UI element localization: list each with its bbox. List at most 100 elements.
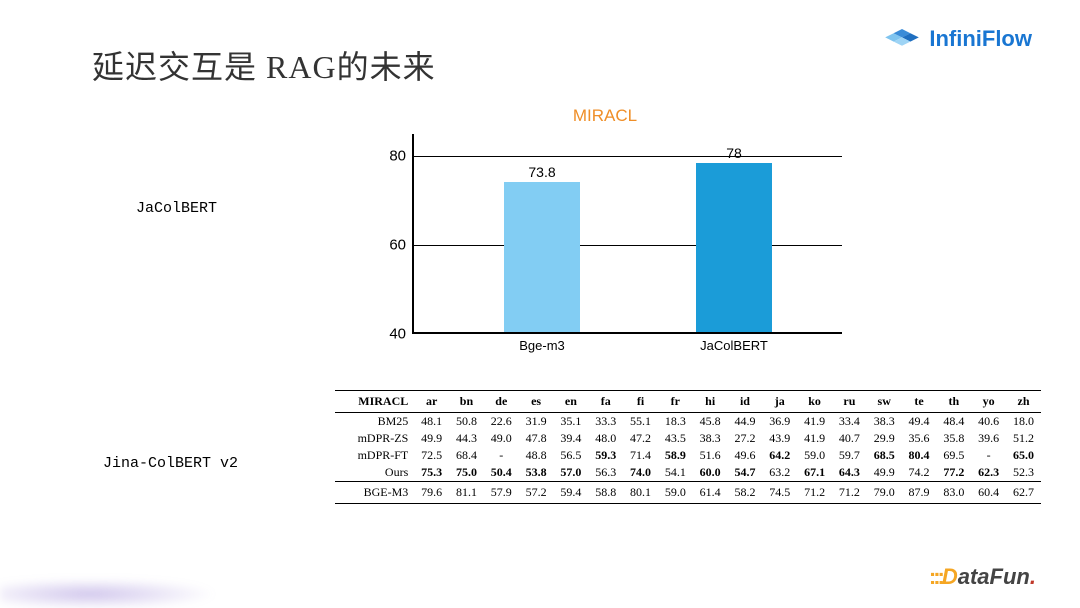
table-cell: 43.5 [658, 430, 693, 447]
table-header-cell: ko [797, 391, 832, 413]
table-rowname-cell: BM25 [335, 413, 414, 431]
table-cell: 57.0 [554, 464, 589, 482]
table-header-cell: ru [832, 391, 867, 413]
table-header-cell: th [936, 391, 971, 413]
table-cell: 67.1 [797, 464, 832, 482]
table-header-cell: MIRACL [335, 391, 414, 413]
chart-gridline [414, 245, 842, 246]
table-cell: 39.4 [554, 430, 589, 447]
table-cell: 62.7 [1006, 482, 1041, 504]
chart-xcategory: JaColBERT [669, 332, 799, 353]
table-cell: 79.0 [867, 482, 902, 504]
table-rowname-cell: mDPR-ZS [335, 430, 414, 447]
table-header-cell: fa [588, 391, 623, 413]
datafun-rest: ataFun [958, 564, 1030, 589]
table-header-cell: fr [658, 391, 693, 413]
table-cell: 68.4 [449, 447, 484, 464]
datafun-d: D [942, 564, 958, 589]
table-cell: 48.4 [936, 413, 971, 431]
table-cell: 41.9 [797, 430, 832, 447]
table-cell: - [971, 447, 1006, 464]
table-header-cell: fi [623, 391, 658, 413]
table-header-cell: es [519, 391, 554, 413]
table-cell: 71.2 [832, 482, 867, 504]
table-row: mDPR-FT72.568.4-48.856.559.371.458.951.6… [335, 447, 1041, 464]
table-cell: 18.0 [1006, 413, 1041, 431]
table-cell: 52.3 [1006, 464, 1041, 482]
table-header-cell: hi [693, 391, 728, 413]
table-cell: 72.5 [414, 447, 449, 464]
table-cell: 81.1 [449, 482, 484, 504]
table-cell: 53.8 [519, 464, 554, 482]
table-cell: 54.7 [728, 464, 763, 482]
table-header-cell: sw [867, 391, 902, 413]
table-cell: 38.3 [867, 413, 902, 431]
table-cell: 59.0 [658, 482, 693, 504]
chart-ytick: 40 [389, 326, 414, 343]
table-cell: 74.2 [902, 464, 937, 482]
table-header-cell: id [728, 391, 763, 413]
table-cell: 35.1 [554, 413, 589, 431]
table-cell: 41.9 [797, 413, 832, 431]
table-cell: 57.9 [484, 482, 519, 504]
table-cell: 39.6 [971, 430, 1006, 447]
chart-gridline [414, 156, 842, 157]
table-rowname-cell: mDPR-FT [335, 447, 414, 464]
table-header-cell: de [484, 391, 519, 413]
table-cell: 44.9 [728, 413, 763, 431]
table-row: mDPR-ZS49.944.349.047.839.448.047.243.53… [335, 430, 1041, 447]
table-cell: 45.8 [693, 413, 728, 431]
table-header-cell: te [902, 391, 937, 413]
table-row: BM2548.150.822.631.935.133.355.118.345.8… [335, 413, 1041, 431]
table-cell: 18.3 [658, 413, 693, 431]
table-cell: 58.2 [728, 482, 763, 504]
infiniflow-logo-text: InfiniFlow [929, 26, 1032, 52]
table-cell: 27.2 [728, 430, 763, 447]
datafun-logo: :::DataFun. [929, 564, 1036, 590]
table-cell: 47.2 [623, 430, 658, 447]
table-cell: 33.3 [588, 413, 623, 431]
table-cell: 60.4 [971, 482, 1006, 504]
table-cell: 79.6 [414, 482, 449, 504]
table-cell: 75.3 [414, 464, 449, 482]
chart-bar: 78 [696, 163, 772, 332]
table-cell: 64.2 [762, 447, 797, 464]
table-cell: 71.4 [623, 447, 658, 464]
table-row: Ours75.375.050.453.857.056.374.054.160.0… [335, 464, 1041, 482]
chart-bar-value: 73.8 [504, 164, 580, 182]
table-cell: 51.6 [693, 447, 728, 464]
table-cell: 63.2 [762, 464, 797, 482]
table-cell: 36.9 [762, 413, 797, 431]
table-cell: 61.4 [693, 482, 728, 504]
table-cell: 49.0 [484, 430, 519, 447]
table-cell: 65.0 [1006, 447, 1041, 464]
table-cell: 69.5 [936, 447, 971, 464]
decorative-smear [0, 564, 300, 608]
table-cell: 74.0 [623, 464, 658, 482]
chart-title: MIRACL [360, 106, 850, 126]
table-cell: 74.5 [762, 482, 797, 504]
table-cell: 44.3 [449, 430, 484, 447]
table-cell: 62.3 [971, 464, 1006, 482]
table-header-cell: bn [449, 391, 484, 413]
table-header-cell: ar [414, 391, 449, 413]
table-cell: 57.2 [519, 482, 554, 504]
table-cell: 87.9 [902, 482, 937, 504]
table-cell: 22.6 [484, 413, 519, 431]
chart-bar-value: 78 [696, 145, 772, 163]
table-cell: 48.1 [414, 413, 449, 431]
table-cell: 40.7 [832, 430, 867, 447]
chart-plot-area: 40608073.8Bge-m378JaColBERT [412, 134, 842, 334]
table-cell: 35.6 [902, 430, 937, 447]
chart-ytick: 80 [389, 148, 414, 165]
datafun-dots: ::: [929, 564, 942, 589]
results-table: MIRACLarbndeesenfafifrhiidjakoruswtethyo… [335, 390, 1041, 504]
table-cell: 38.3 [693, 430, 728, 447]
table-rowname-cell: Ours [335, 464, 414, 482]
table-header-cell: zh [1006, 391, 1041, 413]
table-cell: 58.9 [658, 447, 693, 464]
table-cell: 49.9 [867, 464, 902, 482]
table-cell: 49.6 [728, 447, 763, 464]
table-cell: 64.3 [832, 464, 867, 482]
table-cell: - [484, 447, 519, 464]
